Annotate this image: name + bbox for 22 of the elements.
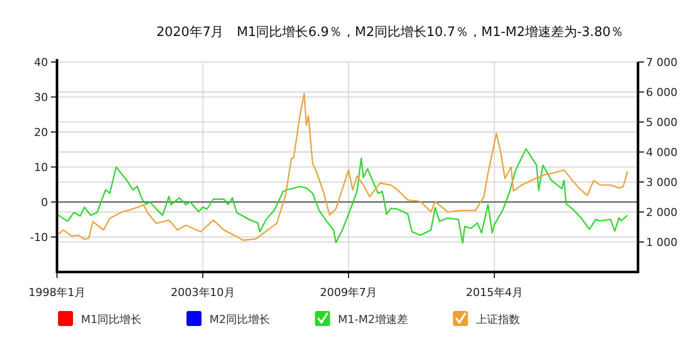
y-tick-label: 10 [34, 161, 48, 174]
y2-tick-label: 4 000 [646, 146, 678, 159]
legend-label: M2同比增长 [210, 313, 270, 326]
chart-title: 2020年7月 M1同比增长6.9％，M2同比增长10.7％，M1-M2增速差为-3.80％ [156, 25, 624, 40]
y2-tick-label: 5 000 [646, 116, 678, 129]
legend-label: 上证指数 [476, 313, 520, 326]
y-tick-label: 40 [34, 56, 48, 69]
y-tick-label: 30 [34, 91, 48, 104]
y2-tick-label: 6 000 [646, 86, 678, 99]
legend-label: M1同比增长 [81, 313, 142, 326]
y-tick-label: -10 [30, 231, 48, 244]
x-tick-label: 2015年4月 [466, 286, 523, 299]
x-tick-label: 2003年10月 [170, 286, 235, 299]
x-tick-label: 2009年7月 [320, 286, 378, 299]
y-tick-label: 20 [34, 126, 48, 139]
y2-tick-label: 7 000 [646, 56, 678, 69]
y-tick-label: 0 [41, 196, 48, 209]
y2-tick-label: 2 000 [646, 206, 678, 219]
y2-tick-label: 3 000 [646, 176, 678, 189]
legend-label: M1-M2增速差 [338, 313, 408, 326]
x-tick-label: 1998年1月 [28, 286, 86, 299]
y2-tick-label: 1 000 [646, 236, 678, 249]
